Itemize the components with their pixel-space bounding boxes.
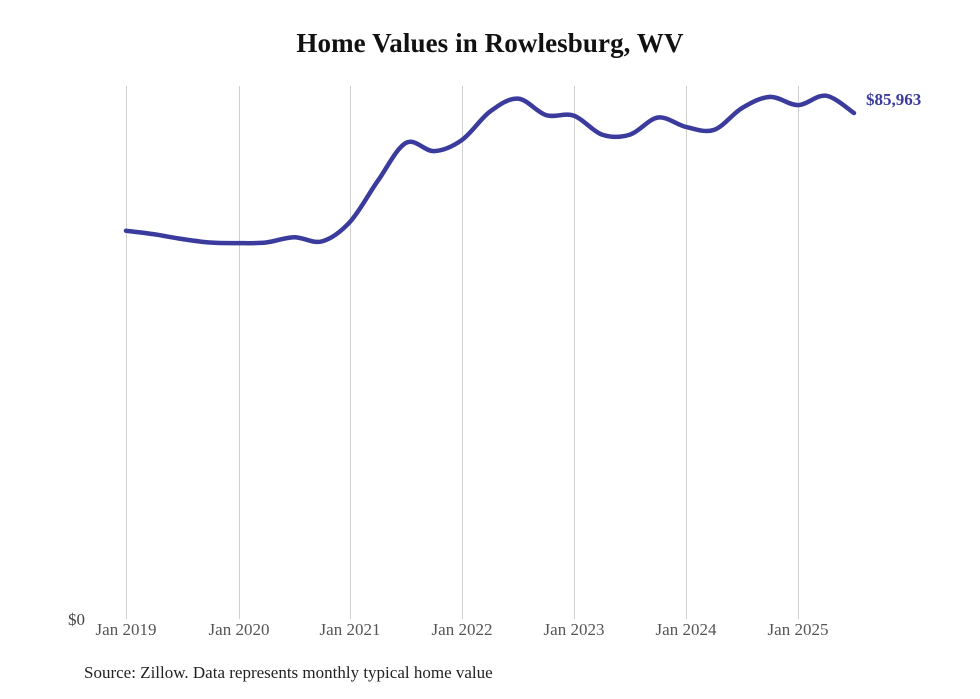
gridline	[686, 86, 687, 619]
series-layer	[96, 84, 886, 620]
y-axis-zero-label: $0	[68, 610, 85, 629]
series-path	[123, 93, 857, 246]
x-tick-label-6: Jan 2025	[767, 620, 829, 639]
source-note: Source: Zillow. Data represents monthly …	[84, 663, 493, 682]
gridline	[798, 86, 799, 619]
gridlines	[96, 84, 886, 620]
gridline	[239, 86, 240, 619]
x-tick-label-3: Jan 2022	[431, 620, 493, 639]
end-value-annotation: $85,963	[866, 90, 922, 109]
home-value-line-series	[123, 93, 857, 246]
x-tick-label-0: Jan 2019	[95, 620, 157, 639]
x-tick-label-5: Jan 2024	[655, 620, 717, 639]
gridline	[126, 86, 127, 619]
x-tick-label-4: Jan 2023	[543, 620, 605, 639]
x-tick-label-2: Jan 2021	[319, 620, 381, 639]
gridline	[574, 86, 575, 619]
x-tick-label-1: Jan 2020	[208, 620, 270, 639]
gridline	[350, 86, 351, 619]
gridline	[462, 86, 463, 619]
plot-area	[96, 84, 886, 620]
chart-title: Home Values in Rowlesburg, WV	[296, 28, 684, 58]
